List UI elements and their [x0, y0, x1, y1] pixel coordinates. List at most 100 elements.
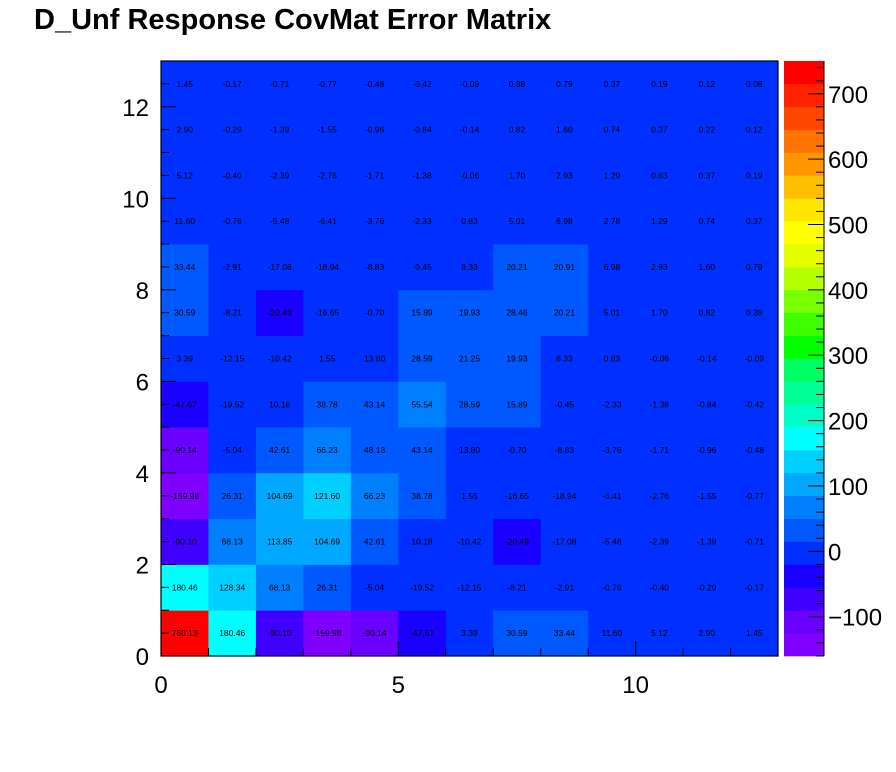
heatmap-cell [588, 289, 637, 337]
heatmap-cell [588, 198, 637, 245]
cell-value-label: -0.09 [460, 79, 480, 89]
heatmap-cell [493, 518, 542, 565]
cell-value-label: 104.69 [314, 537, 340, 547]
cell-value-label: 1.29 [604, 170, 621, 180]
cell-value-label: 2.90 [699, 628, 716, 638]
cell-value-label: -0.71 [745, 537, 765, 547]
cell-value-label: 2.90 [176, 125, 193, 135]
cell-value-label: 43.14 [364, 399, 386, 409]
cell-value-label: -2.91 [223, 262, 243, 272]
cell-value-label: 38.78 [316, 399, 338, 409]
heatmap-cell [208, 61, 257, 108]
heatmap-cell [445, 244, 494, 291]
cell-value-label: -1.38 [412, 170, 432, 180]
cell-value-label: 0.37 [651, 125, 668, 135]
heatmap-cell [208, 152, 257, 199]
heatmap-cell [303, 61, 352, 108]
cell-value-label: 2.93 [556, 170, 573, 180]
colorbar-tick-label: 100 [828, 474, 868, 501]
heatmap-cell [635, 106, 684, 153]
heatmap-cell [635, 381, 684, 428]
cell-value-label: 66.23 [316, 445, 338, 455]
cell-value-label: 0.38 [509, 79, 526, 89]
heatmap-cell [445, 472, 494, 520]
cell-value-label: -20.49 [505, 537, 529, 547]
heatmap-cell [540, 289, 589, 337]
cell-value-label: 38.78 [411, 491, 433, 501]
heatmap-cell [350, 564, 399, 611]
cell-value-label: 1.55 [319, 354, 336, 364]
heatmap-cell [683, 564, 731, 611]
heatmap-cell [683, 610, 731, 657]
heatmap-cell [398, 198, 447, 245]
heatmap-cell [445, 564, 494, 611]
cell-value-label: 0.79 [746, 262, 763, 272]
cell-value-label: 8.33 [461, 262, 478, 272]
heatmap-cell [540, 381, 589, 428]
heatmap-cell [540, 198, 589, 245]
cell-value-label: 5.12 [176, 170, 193, 180]
x-tick-label: 5 [392, 672, 405, 699]
heatmap-cell [303, 335, 352, 382]
cell-value-label: 1.29 [651, 216, 668, 226]
cell-value-label: -0.45 [555, 399, 575, 409]
heatmap-cell [398, 564, 447, 611]
heatmap-cell [635, 335, 684, 382]
cell-value-label: -1.39 [270, 125, 290, 135]
y-tick-label: 0 [136, 644, 149, 671]
cell-value-label: 113.85 [267, 537, 293, 547]
cell-value-label: -18.94 [552, 491, 576, 501]
heatmap-cell [730, 518, 779, 565]
y-tick-label: 8 [136, 278, 149, 305]
cell-value-label: 128.34 [219, 582, 245, 592]
cell-value-label: 180.46 [219, 628, 245, 638]
heatmap-cell [493, 198, 542, 245]
heatmap-cell [398, 106, 447, 153]
heatmap-cell [540, 564, 589, 611]
heatmap-cell [350, 610, 399, 657]
cell-value-label: 42.61 [269, 445, 291, 455]
heatmap-cell [398, 152, 447, 199]
heatmap-cell [350, 427, 399, 474]
cell-value-label: 0.37 [604, 79, 621, 89]
colorbar-tick-label: 200 [828, 409, 868, 436]
heatmap-cell [683, 472, 731, 520]
cell-value-label: 5.12 [651, 628, 668, 638]
heatmap-cell [635, 610, 684, 657]
cell-value-label: -17.08 [552, 537, 576, 547]
cell-value-label: 0.83 [461, 216, 478, 226]
heatmap-cell [445, 61, 494, 108]
cell-value-label: -0.76 [223, 216, 243, 226]
heatmap-cell [350, 381, 399, 428]
cell-value-label: 0.19 [746, 170, 763, 180]
heatmap-cell [683, 427, 731, 474]
cell-value-label: 1.45 [176, 79, 193, 89]
cell-value-label: -12.15 [220, 354, 244, 364]
heatmap-cell [303, 610, 352, 657]
cell-value-label: 0.74 [699, 216, 716, 226]
heatmap-cell [635, 427, 684, 474]
heatmap-cell [255, 289, 304, 337]
heatmap-cell [730, 198, 779, 245]
cell-value-label: 0.74 [604, 125, 621, 135]
heatmap-cell [588, 152, 637, 199]
cell-value-label: -1.71 [365, 170, 385, 180]
cell-value-label: 6.98 [556, 216, 573, 226]
cell-value-label: 13.80 [459, 445, 481, 455]
heatmap-cell [255, 381, 304, 428]
cell-value-label: 8.33 [556, 354, 573, 364]
cell-value-label: -20.49 [268, 308, 292, 318]
cell-value-label: -1.71 [650, 445, 670, 455]
heatmap-cell [540, 61, 589, 108]
heatmap-cell [588, 381, 637, 428]
cell-value-label: -90.14 [173, 445, 197, 455]
heatmap-cell [398, 289, 447, 337]
y-tick-label: 6 [136, 369, 149, 396]
heatmap-cell [493, 335, 542, 382]
cell-value-label: -0.84 [412, 125, 432, 135]
cell-value-label: 13.80 [364, 354, 386, 364]
y-tick-label: 12 [122, 95, 149, 122]
cell-value-label: 20.21 [506, 262, 528, 272]
heatmap-cell [350, 335, 399, 382]
cell-value-label: -16.65 [505, 491, 529, 501]
